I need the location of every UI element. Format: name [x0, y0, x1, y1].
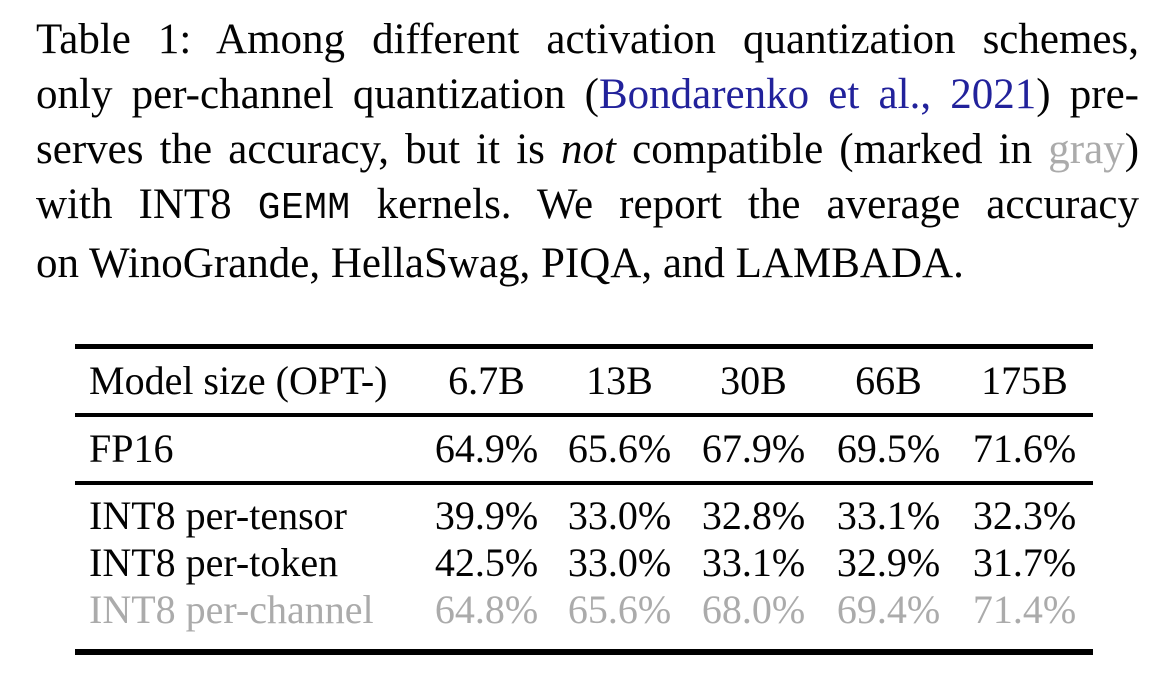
- caption-line-5: on WinoGrande, HellaSwag, PIQA, and LAMB…: [36, 236, 1139, 291]
- value-cell: 64.8%: [434, 586, 539, 632]
- table-caption: Table 1: Among different activation quan…: [36, 12, 1139, 291]
- results-table: Model size (OPT-) 6.7B 13B 30B 66B 175B …: [75, 344, 1093, 655]
- caption-line-1: Table 1: Among different activation quan…: [36, 12, 1139, 67]
- table-row-int8-per-channel: INT8 per-channel 64.8% 65.6% 68.0% 69.4%…: [75, 586, 1093, 652]
- value-cell: 33.0%: [567, 492, 672, 538]
- table-header-row: Model size (OPT-) 6.7B 13B 30B 66B 175B: [75, 346, 1093, 417]
- caption-text: ) pre-: [1036, 71, 1139, 118]
- row-label: INT8 per-tensor: [89, 492, 347, 538]
- caption-gray-word: gray: [1048, 126, 1125, 173]
- caption-text: serves the accuracy, but it is: [36, 126, 562, 173]
- value-cell: 69.5%: [821, 414, 956, 485]
- caption-text: only per-channel quantization (: [36, 71, 599, 118]
- value-cell: 33.1%: [836, 492, 941, 538]
- value-cell: 71.6%: [956, 414, 1093, 485]
- value-cell: 39.9%: [434, 492, 539, 538]
- caption-line-2: only per-channel quantization (Bondarenk…: [36, 67, 1139, 122]
- header-cell: 66B: [821, 346, 956, 417]
- row-label: INT8 per-channel: [89, 586, 374, 632]
- header-cell: 30B: [686, 346, 821, 417]
- results-table-container: Model size (OPT-) 6.7B 13B 30B 66B 175B …: [75, 344, 1093, 655]
- value-cell: 68.0%: [701, 586, 806, 632]
- caption-text: on WinoGrande, HellaSwag, PIQA, and LAMB…: [36, 240, 964, 287]
- value-cell: 32.9%: [836, 539, 941, 585]
- header-cell: 175B: [956, 346, 1093, 417]
- caption-line-3: serves the accuracy, but it is not compa…: [36, 122, 1139, 177]
- value-cell: 32.3%: [972, 492, 1077, 538]
- caption-text: Table 1: Among different activation quan…: [36, 16, 1139, 63]
- value-cell: 32.8%: [701, 492, 806, 538]
- value-cell: 42.5%: [434, 539, 539, 585]
- value-cell: 69.4%: [836, 586, 941, 632]
- value-cell: 31.7%: [972, 539, 1077, 585]
- value-cell: 64.9%: [420, 414, 553, 485]
- header-cell-model-size: Model size (OPT-): [75, 346, 420, 417]
- header-cell: 6.7B: [420, 346, 553, 417]
- value-cell: 67.9%: [686, 414, 821, 485]
- value-cell: 33.0%: [567, 539, 672, 585]
- table-row-int8-per-tensor: INT8 per-tensor 39.9% 33.0% 32.8% 33.1% …: [75, 483, 1093, 539]
- value-cell: 33.1%: [701, 539, 806, 585]
- caption-emphasis-not: not: [561, 126, 616, 173]
- row-label: INT8 per-token: [89, 539, 339, 585]
- value-cell: 65.6%: [567, 586, 672, 632]
- citation-link[interactable]: Bondarenko et al., 2021: [598, 71, 1037, 118]
- caption-code-gemm: GEMM: [257, 187, 351, 230]
- caption-text: ): [1124, 126, 1140, 173]
- table-row-int8-per-token: INT8 per-token 42.5% 33.0% 33.1% 32.9% 3…: [75, 539, 1093, 586]
- header-cell: 13B: [553, 346, 686, 417]
- caption-text: kernels. We report the average accuracy: [350, 181, 1140, 228]
- value-cell: 71.4%: [972, 586, 1077, 632]
- row-label: FP16: [75, 414, 420, 485]
- caption-line-4: with INT8 GEMM kernels. We report the av…: [36, 177, 1139, 236]
- caption-text: with INT8: [36, 181, 258, 228]
- caption-text: compatible (marked in: [615, 126, 1049, 173]
- table-row-fp16: FP16 64.9% 65.6% 67.9% 69.5% 71.6%: [75, 414, 1093, 485]
- value-cell: 65.6%: [553, 414, 686, 485]
